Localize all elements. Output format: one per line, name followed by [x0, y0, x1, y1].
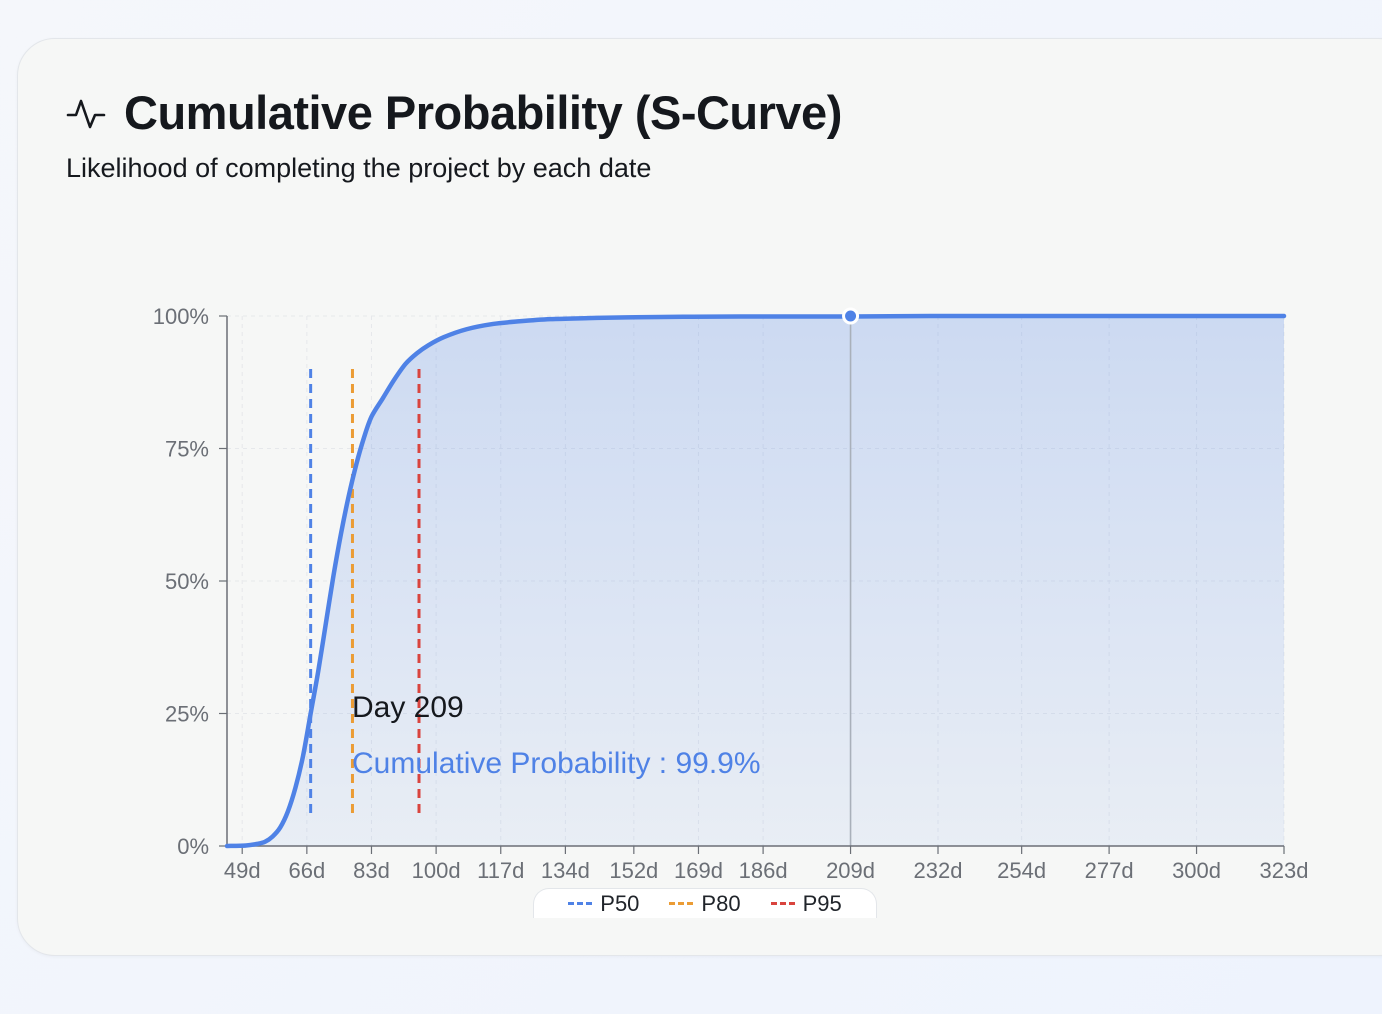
chart-title: Cumulative Probability (S-Curve)	[124, 86, 842, 139]
x-tick-label: 169d	[674, 858, 723, 883]
y-tick-label: 50%	[165, 569, 209, 594]
legend-item-p95[interactable]: P95	[770, 890, 842, 917]
x-tick-label: 117d	[477, 858, 524, 883]
legend-swatch-p80	[669, 902, 694, 905]
series-line-cumulative-probability	[224, 313, 1287, 849]
chart-subtitle: Likelihood of completing the project by …	[66, 153, 652, 183]
legend-swatch-p95	[770, 902, 795, 905]
x-tick-label: 83d	[353, 858, 390, 883]
legend-swatch-p50	[568, 902, 593, 905]
x-tick-label: 49d	[224, 858, 261, 883]
chart-legend: P50 P80 P95	[533, 888, 877, 918]
x-tick-label: 186d	[739, 858, 788, 883]
y-tick-label: 100%	[153, 304, 209, 329]
series-area	[227, 316, 1284, 846]
y-tick-label: 75%	[165, 437, 209, 462]
legend-label-p95: P95	[802, 890, 842, 916]
chart-header: Cumulative Probability (S-Curve)	[66, 86, 842, 140]
x-tick-label: 232d	[914, 858, 963, 883]
x-tick-label: 300d	[1172, 858, 1221, 883]
hover-point	[842, 307, 860, 325]
tooltip-title: Day 209	[352, 691, 464, 724]
x-tick-label: 254d	[997, 858, 1046, 883]
x-tick-label: 277d	[1085, 858, 1134, 883]
tooltip-value: Cumulative Probability : 99.9%	[352, 747, 761, 780]
x-tick-label: 323d	[1260, 858, 1309, 883]
x-tick-label: 66d	[288, 858, 325, 883]
x-tick-label: 134d	[541, 858, 590, 883]
x-tick-label: 100d	[412, 858, 461, 883]
y-tick-label: 25%	[165, 702, 209, 727]
x-tick-label: 209d	[826, 858, 875, 883]
legend-label-p50: P50	[600, 890, 640, 916]
legend-item-p50[interactable]: P50	[568, 891, 639, 917]
legend-label-p80: P80	[701, 890, 741, 916]
x-tick-label: 152d	[609, 858, 658, 883]
y-tick-label: 0%	[177, 834, 209, 859]
activity-icon	[66, 99, 106, 129]
legend-item-p80[interactable]: P80	[669, 890, 741, 917]
